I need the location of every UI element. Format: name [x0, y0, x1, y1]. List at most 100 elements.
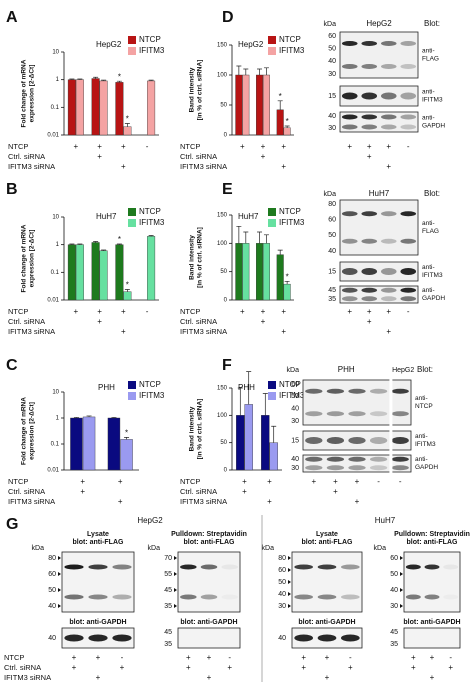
- marker-arrow: [400, 556, 403, 560]
- blot-band: [341, 296, 358, 302]
- condition-name: IFITM3 siRNA: [180, 327, 227, 336]
- marker-arrow: [400, 572, 403, 576]
- blot-antibody: FLAG: [422, 228, 439, 235]
- bar: [283, 283, 291, 301]
- bar: [235, 243, 243, 301]
- bar: [256, 243, 264, 301]
- blot-band: [221, 595, 238, 600]
- y-tick-label: 100: [217, 241, 228, 247]
- marker-arrow: [288, 604, 291, 608]
- marker-arrow: [400, 604, 403, 608]
- y-tick-label: 100: [217, 73, 228, 79]
- blot-band: [361, 124, 378, 130]
- panel-letter: E: [222, 181, 233, 198]
- blot-band: [400, 64, 417, 69]
- lane-mark: +: [386, 142, 391, 151]
- lane-mark: +: [325, 653, 330, 662]
- blot-band: [369, 388, 388, 394]
- blot-band: [305, 465, 323, 471]
- marker-arrow: [174, 572, 177, 576]
- y-axis-label: expression [2-ΔCt]: [29, 230, 36, 288]
- marker-label: 50: [278, 579, 286, 586]
- kda-label: kDa: [324, 191, 337, 198]
- condition-mark: +: [121, 327, 126, 336]
- blot-band: [348, 465, 366, 471]
- blot-band: [400, 268, 417, 275]
- lane-mark: +: [301, 653, 306, 662]
- bar: [115, 244, 124, 301]
- blot-band: [64, 634, 84, 642]
- error-bar: [243, 231, 249, 244]
- condition-name: Ctrl. siRNA: [8, 152, 45, 161]
- bar: [82, 416, 96, 471]
- blot-antibody: anti-: [415, 395, 428, 402]
- lane-mark: +: [367, 142, 372, 151]
- blot-band: [317, 634, 337, 642]
- blot-strip: [177, 627, 241, 649]
- blot-strip: [339, 31, 419, 79]
- bar: [242, 74, 250, 136]
- bar: [67, 244, 76, 301]
- marker-label: 50: [48, 587, 56, 594]
- error-bar: [86, 415, 92, 417]
- lane-mark: +: [386, 307, 391, 316]
- legend-swatch: [268, 47, 276, 55]
- marker-label: 40: [291, 456, 299, 463]
- blot-band: [380, 238, 397, 244]
- condition-name: Ctrl. siRNA: [8, 487, 45, 496]
- marker-label: 80: [278, 555, 286, 562]
- y-tick-label: 10: [52, 50, 59, 56]
- blot-band: [361, 238, 378, 244]
- y-axis-label: [in % of ctrl. siRNA]: [197, 399, 204, 460]
- blot-strip: [403, 627, 461, 649]
- lane-mark: +: [367, 317, 372, 326]
- lane-mark: +: [96, 653, 101, 662]
- condition-mark: +: [97, 142, 102, 151]
- lane-mark: +: [325, 673, 330, 682]
- legend-swatch: [268, 219, 276, 227]
- panel-letter: A: [6, 9, 18, 26]
- marker-label: 40: [328, 248, 336, 255]
- marker-label: 30: [328, 71, 336, 78]
- blot-band: [305, 456, 323, 462]
- condition-mark: +: [80, 487, 85, 496]
- blot-strip: [177, 551, 241, 613]
- lane-mark: +: [333, 487, 338, 496]
- y-axis-label: [in % of ctrl. siRNA]: [197, 60, 204, 121]
- blot-band: [326, 411, 345, 417]
- blot-title: blot: anti-FLAG: [184, 539, 235, 546]
- y-axis-label: Fold change of mRNA: [21, 397, 28, 465]
- y-axis-label: expression [2-ΔCt]: [29, 402, 36, 460]
- marker-label: 80: [328, 201, 336, 208]
- condition-mark: +: [261, 142, 266, 151]
- blot-antibody: GAPDH: [415, 464, 438, 471]
- panel-letter: B: [6, 181, 18, 198]
- condition-name: NTCP: [180, 307, 200, 316]
- legend-label: IFITM3: [139, 218, 165, 227]
- blot-band: [180, 564, 197, 570]
- condition-mark: +: [261, 317, 266, 326]
- condition-mark: +: [242, 487, 247, 496]
- lane-mark: -: [121, 653, 124, 662]
- error-bar: [236, 65, 242, 75]
- error-bar: [262, 393, 268, 416]
- blot-band: [341, 564, 360, 570]
- bar: [123, 291, 132, 301]
- lane-mark: +: [227, 663, 232, 672]
- legend-label: NTCP: [139, 207, 161, 216]
- error-bar: [101, 249, 107, 251]
- bar: [276, 109, 284, 136]
- bar: [262, 243, 270, 301]
- lane-mark: +: [348, 663, 353, 672]
- blot-band: [305, 388, 323, 394]
- blot-band: [400, 287, 417, 293]
- blot-strip: [339, 285, 419, 304]
- bar: [283, 127, 291, 136]
- y-tick-label: 1: [56, 416, 60, 422]
- lane-mark: +: [96, 673, 101, 682]
- blot-heading: Blot:: [417, 365, 433, 374]
- blot-band: [326, 437, 345, 444]
- y-axis-label: Band intensity: [189, 67, 196, 112]
- blot-antibody: FLAG: [422, 56, 439, 63]
- blot-antibody: anti-: [422, 220, 435, 227]
